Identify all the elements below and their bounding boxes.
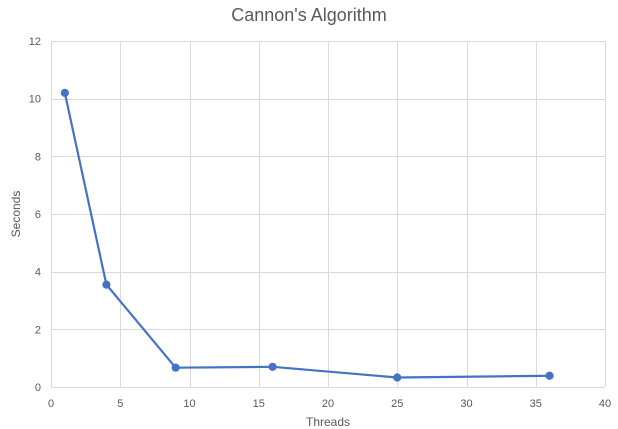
y-tick-label: 0 [35, 382, 41, 394]
x-gridlines [51, 41, 606, 387]
x-tick-label: 5 [117, 398, 123, 410]
data-point [171, 363, 180, 372]
x-tick-label: 10 [183, 398, 195, 410]
data-point [545, 371, 554, 380]
data-point [102, 280, 111, 289]
x-tick-label: 40 [599, 398, 611, 410]
y-tick-label: 6 [35, 209, 41, 221]
x-tick-labels: 0 5 10 15 20 25 30 35 40 [48, 398, 611, 410]
x-tick-label: 20 [322, 398, 334, 410]
y-tick-label: 4 [35, 267, 41, 279]
data-point [268, 362, 277, 371]
x-tick-label: 35 [530, 398, 542, 410]
y-tick-label: 8 [35, 151, 41, 163]
x-tick-label: 15 [253, 398, 265, 410]
x-tick-label: 25 [391, 398, 403, 410]
data-point [60, 88, 69, 98]
y-tick-label: 12 [29, 36, 41, 48]
x-tick-label: 30 [460, 398, 472, 410]
series-layer [60, 88, 554, 382]
y-tick-label: 2 [35, 324, 41, 336]
x-axis-label: Threads [306, 415, 350, 429]
series-line [63, 91, 551, 379]
y-axis-label: Seconds [9, 191, 23, 238]
x-tick-label: 0 [48, 398, 54, 410]
data-point [393, 373, 402, 382]
y-tick-labels: 0 2 4 6 8 10 12 [29, 36, 41, 394]
y-tick-label: 10 [29, 94, 41, 106]
chart-title: Cannon's Algorithm [231, 5, 387, 25]
